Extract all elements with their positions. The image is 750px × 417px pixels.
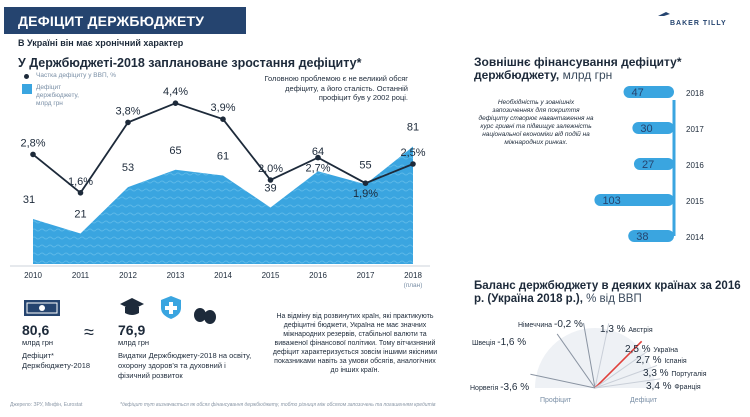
- plan-label: (план): [404, 282, 423, 289]
- fan-spoke: [583, 322, 596, 389]
- ext-bar-value: 38: [636, 231, 648, 243]
- ext-heading: Зовнішнє фінансування дефіциту* держбюдж…: [474, 55, 682, 82]
- x-tick-label: 2015: [262, 271, 280, 280]
- x-tick-label: 2012: [119, 271, 137, 280]
- area-value-label: 65: [169, 145, 181, 157]
- ext-bar-value: 103: [602, 195, 620, 207]
- graduation-cap-icon: [120, 298, 144, 315]
- fan-spoke: [594, 323, 610, 389]
- x-tick-label: 2017: [357, 271, 375, 280]
- fan-spoke: [556, 333, 596, 389]
- ext-year-label: 2015: [686, 197, 704, 206]
- gdp-share-label: 3,9%: [210, 102, 235, 114]
- ext-year-label: 2014: [686, 233, 704, 242]
- medical-shield-icon: [161, 296, 181, 319]
- gdp-share-point: [267, 177, 274, 183]
- deficit-stat: 80,6 млрд грн Дефіцит* Держбюджету-2018: [22, 322, 91, 370]
- comparison-text: На відміну від розвинутих країн, які пра…: [272, 313, 438, 374]
- fan-country-label: 3,4 % Франція: [646, 381, 701, 392]
- x-tick-label: 2014: [214, 271, 232, 280]
- gdp-share-point: [315, 154, 321, 161]
- gdp-share-point: [362, 180, 369, 186]
- legend-area: Дефіцит держбюджету, млрд грн: [22, 84, 92, 108]
- baker-tilly-logo-icon: [658, 12, 670, 16]
- gdp-share-label: 3,8%: [115, 105, 140, 117]
- x-tick-label: 2011: [72, 271, 90, 280]
- gdp-share-point: [172, 100, 179, 106]
- area-value-label: 61: [217, 151, 229, 163]
- main-legend: Частка дефіциту у ВВП, % Дефіцит держбюд…: [22, 72, 116, 112]
- gdp-share-point: [410, 161, 416, 167]
- x-tick-label: 2018: [404, 271, 422, 280]
- area-value-label: 21: [74, 209, 86, 221]
- footnote-text: *дефіцит тут визначається як обсяг фінан…: [120, 402, 436, 408]
- ext-bar: [633, 158, 674, 170]
- fan-country-label: 2,5 % Україна: [625, 344, 678, 355]
- main-chart-note: Головною проблемою є не великий обсяг де…: [264, 74, 408, 102]
- fan-spoke: [594, 378, 661, 389]
- fan-spoke: [530, 373, 596, 389]
- ext-year-label: 2016: [686, 161, 704, 170]
- ext-bar: [623, 86, 674, 98]
- area-value-label: 81: [407, 122, 419, 134]
- deficit-area: [33, 146, 413, 264]
- fan-spoke: [594, 349, 650, 389]
- gdp-share-label: 2,7%: [305, 163, 330, 175]
- ext-bar: [632, 122, 674, 134]
- area-value-label: 64: [312, 146, 324, 158]
- money-icon: [24, 300, 60, 316]
- gdp-share-label: 2,8%: [20, 137, 45, 149]
- fan-profit-label: Профіцит: [540, 396, 572, 404]
- fan-heading: Баланс держбюджету в деяких країнах за 2…: [474, 280, 741, 305]
- x-tick-label: 2013: [167, 271, 185, 280]
- fan-spoke: [594, 340, 643, 389]
- fan-country-label: 1,3 % Австрія: [600, 324, 653, 335]
- ext-year-label: 2018: [686, 89, 704, 98]
- ext-bar-chart: 47 2018 30 2017 27 2016 103 2015 38 2014: [594, 86, 704, 243]
- fan-country-label: Норвегія -3,6 %: [470, 382, 529, 393]
- ext-bar: [628, 230, 674, 242]
- source-text: Джерело: ЗРУ, Мінфін, Eurostat: [10, 402, 83, 408]
- main-chart-heading: У Держбюджеті-2018 заплановане зростання…: [18, 56, 362, 70]
- area-value-label: 31: [23, 194, 35, 206]
- fan-chart: Німеччина -0,2 % 1,3 % Австрія Швеція -1,6…: [470, 319, 707, 404]
- fan-deficit-label: Дефіцит: [630, 396, 658, 404]
- gdp-share-label: 2,0%: [258, 163, 283, 175]
- x-tick-label: 2016: [309, 271, 327, 280]
- gdp-share-label: 4,4%: [163, 86, 188, 98]
- gdp-share-point: [220, 116, 226, 122]
- gdp-share-point: [125, 119, 131, 126]
- fan-country-label: Німеччина -0,2 %: [518, 319, 583, 330]
- page-title: ДЕФІЦИТ ДЕРЖБЮДЖЕТУ: [18, 13, 205, 29]
- ext-year-label: 2017: [686, 125, 704, 134]
- theater-masks-icon: [194, 308, 216, 324]
- fan-spoke: [594, 364, 658, 389]
- fan-country-label: Швеція -1,6 %: [472, 337, 526, 348]
- ext-bar: [594, 194, 674, 206]
- spending-stat: 76,9 млрд грн Видатки Держбюджету-2018 н…: [118, 322, 252, 380]
- logo-text: BAKER TILLY: [670, 20, 727, 27]
- main-area-chart: 31 21 53 65 61 39 64 55 81 2,8% 1,6% 3,8% 4,4% 3,9% 2,…: [10, 86, 430, 289]
- ext-bar-value: 27: [642, 159, 654, 171]
- gdp-share-label: 1,6%: [68, 176, 93, 188]
- area-value-label: 39: [264, 182, 276, 194]
- title-bar: ДЕФІЦИТ ДЕРЖБЮДЖЕТУ: [4, 7, 246, 34]
- legend-line: Частка дефіциту у ВВП, %: [22, 72, 116, 80]
- gdp-share-label: 1,9%: [353, 188, 378, 200]
- ext-bar-value: 30: [640, 123, 652, 135]
- x-tick-label: 2010: [24, 271, 42, 280]
- area-value-label: 53: [122, 162, 134, 174]
- fan-semicircle: [535, 328, 655, 388]
- ext-note: Необхідність у зовнішніх запозиченнях дл…: [478, 99, 594, 146]
- area-value-label: 55: [359, 159, 371, 171]
- gdp-share-label: 2,5%: [400, 147, 425, 159]
- ext-bar-value: 47: [632, 87, 644, 99]
- approx-sign: ≈: [84, 322, 94, 342]
- page-subtitle: В Україні він має хронічний характер: [18, 38, 184, 48]
- gdp-share-point: [77, 190, 84, 196]
- fan-country-label: 2,7 % Іспанія: [636, 355, 687, 366]
- fan-country-label: 3,3 % Португалія: [643, 368, 707, 379]
- gdp-share-point: [30, 151, 36, 158]
